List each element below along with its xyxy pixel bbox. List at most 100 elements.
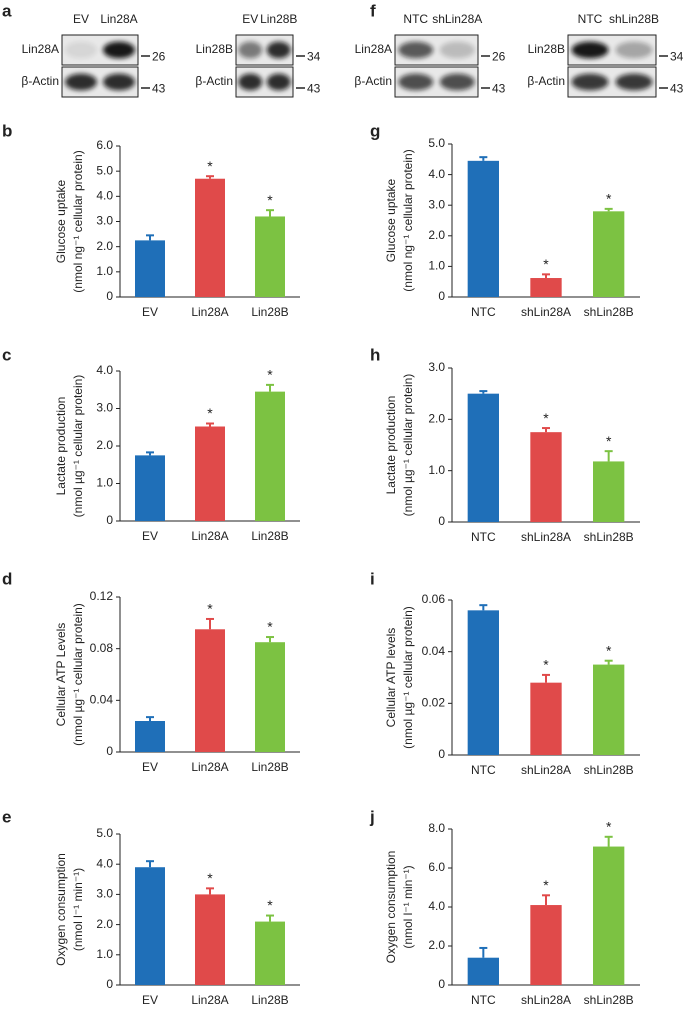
bar bbox=[255, 216, 285, 297]
panel-letter: d bbox=[2, 569, 12, 588]
y-axis-label: Oxygen consumption bbox=[54, 853, 68, 966]
significance-mark: * bbox=[606, 642, 612, 658]
blot-band bbox=[266, 73, 291, 91]
bar bbox=[530, 432, 562, 522]
bar bbox=[593, 664, 625, 755]
size-label: 34 bbox=[307, 50, 321, 64]
x-tick-label: Lin28A bbox=[191, 760, 228, 774]
bar bbox=[135, 240, 165, 297]
panel-letter: c bbox=[2, 345, 11, 364]
y-axis-label: Glucose uptake bbox=[384, 178, 398, 262]
lane-label: EV bbox=[73, 12, 89, 26]
chart: d Cellular ATP Levels (nmol µg⁻¹ cellular … bbox=[2, 569, 300, 774]
y-tick-label: 1.0 bbox=[96, 476, 113, 490]
y-axis-label: Oxygen consumption bbox=[384, 851, 398, 964]
blot-band bbox=[615, 41, 653, 59]
protein-label: Lin28A bbox=[355, 42, 392, 56]
y-tick-label: 0 bbox=[106, 977, 113, 991]
chart: e Oxygen consumption (nmol l⁻¹ min⁻¹) 0 1.0 2… bbox=[2, 807, 300, 1007]
blot-band bbox=[238, 73, 263, 91]
y-tick-label: 1.0 bbox=[428, 463, 445, 477]
bar bbox=[530, 905, 562, 985]
y-tick-label: 5.0 bbox=[96, 163, 113, 177]
lane-label: Lin28B bbox=[260, 12, 297, 26]
panel-letter: i bbox=[370, 569, 375, 588]
lane-label: shLin28B bbox=[609, 12, 659, 26]
bar bbox=[467, 160, 499, 297]
y-tick-label: 0 bbox=[438, 977, 445, 991]
y-tick-label: 2.0 bbox=[96, 438, 113, 452]
y-tick-label: 0.12 bbox=[90, 589, 114, 603]
y-tick-label: 0.04 bbox=[90, 693, 114, 707]
chart: i Cellular ATP levels (nmol µg⁻¹ cellular … bbox=[370, 569, 640, 777]
y-tick-label: 2.0 bbox=[428, 412, 445, 426]
size-label: 34 bbox=[670, 50, 684, 64]
y-tick-label: 2.0 bbox=[428, 938, 445, 952]
significance-mark: * bbox=[267, 619, 273, 635]
bar bbox=[593, 846, 625, 985]
y-tick-label: 8.0 bbox=[428, 821, 445, 835]
y-tick-label: 3.0 bbox=[428, 197, 445, 211]
blot-band bbox=[103, 41, 135, 59]
lane-label: NTC bbox=[578, 12, 603, 26]
bar bbox=[467, 957, 499, 985]
y-tick-label: 3.0 bbox=[96, 214, 113, 228]
y-tick-label: 4.0 bbox=[96, 363, 113, 377]
lane-label: NTC bbox=[403, 12, 428, 26]
lane-label: EV bbox=[242, 12, 258, 26]
blot-band bbox=[571, 73, 609, 91]
y-tick-label: 5.0 bbox=[428, 136, 445, 150]
x-tick-label: shLin28B bbox=[584, 305, 634, 319]
bar bbox=[255, 921, 285, 985]
bar bbox=[467, 393, 499, 522]
y-tick-label: 5.0 bbox=[96, 826, 113, 840]
significance-mark: * bbox=[267, 192, 273, 208]
significance-mark: * bbox=[267, 897, 273, 913]
bar bbox=[195, 629, 225, 752]
x-tick-label: shLin28A bbox=[521, 993, 571, 1007]
bar bbox=[255, 642, 285, 752]
y-tick-label: 2.0 bbox=[96, 239, 113, 253]
bar bbox=[255, 391, 285, 521]
significance-mark: * bbox=[543, 657, 549, 673]
panel-letter: j bbox=[369, 807, 375, 826]
blot-band bbox=[615, 73, 653, 91]
x-tick-label: Lin28A bbox=[191, 305, 228, 319]
y-tick-label: 0 bbox=[438, 289, 445, 303]
significance-mark: * bbox=[543, 256, 549, 272]
y-tick-label: 1.0 bbox=[428, 259, 445, 273]
chart: g Glucose uptake (nmol ng⁻¹ cellular prote… bbox=[370, 121, 640, 319]
significance-mark: * bbox=[543, 410, 549, 426]
x-tick-label: shLin28A bbox=[521, 763, 571, 777]
y-axis-label: (nmol ng⁻¹ cellular protein) bbox=[71, 150, 85, 292]
x-tick-label: Lin28B bbox=[251, 760, 288, 774]
y-tick-label: 0 bbox=[106, 289, 113, 303]
size-label: 26 bbox=[492, 50, 506, 64]
bar bbox=[593, 461, 625, 522]
lane-label: shLin28A bbox=[432, 12, 482, 26]
blot-band bbox=[398, 73, 434, 91]
y-tick-label: 4.0 bbox=[428, 899, 445, 913]
protein-label: Lin28A bbox=[22, 42, 59, 56]
panel-letter: g bbox=[370, 121, 380, 140]
y-axis-label: (nmol ng⁻¹ cellular protein) bbox=[401, 149, 415, 291]
size-label: 43 bbox=[307, 82, 321, 96]
y-tick-label: 1.0 bbox=[96, 947, 113, 961]
y-tick-label: 1.0 bbox=[96, 264, 113, 278]
bar bbox=[135, 455, 165, 521]
y-tick-label: 4.0 bbox=[96, 856, 113, 870]
y-axis-label: (nmol µg⁻¹ cellular protein) bbox=[71, 375, 85, 518]
y-tick-label: 4.0 bbox=[428, 167, 445, 181]
x-tick-label: NTC bbox=[471, 305, 496, 319]
chart: c Lactate production (nmol µg⁻¹ cellular p… bbox=[2, 345, 300, 543]
panel-letter: e bbox=[2, 807, 11, 826]
y-axis-label: (nmol l⁻¹ min⁻¹) bbox=[401, 865, 415, 948]
significance-mark: * bbox=[543, 877, 549, 893]
x-tick-label: NTC bbox=[471, 763, 496, 777]
protein-label: Lin28B bbox=[528, 42, 565, 56]
significance-mark: * bbox=[267, 367, 273, 383]
protein-label: β-Actin bbox=[195, 74, 233, 88]
x-tick-label: Lin28A bbox=[191, 993, 228, 1007]
y-tick-label: 0 bbox=[106, 513, 113, 527]
